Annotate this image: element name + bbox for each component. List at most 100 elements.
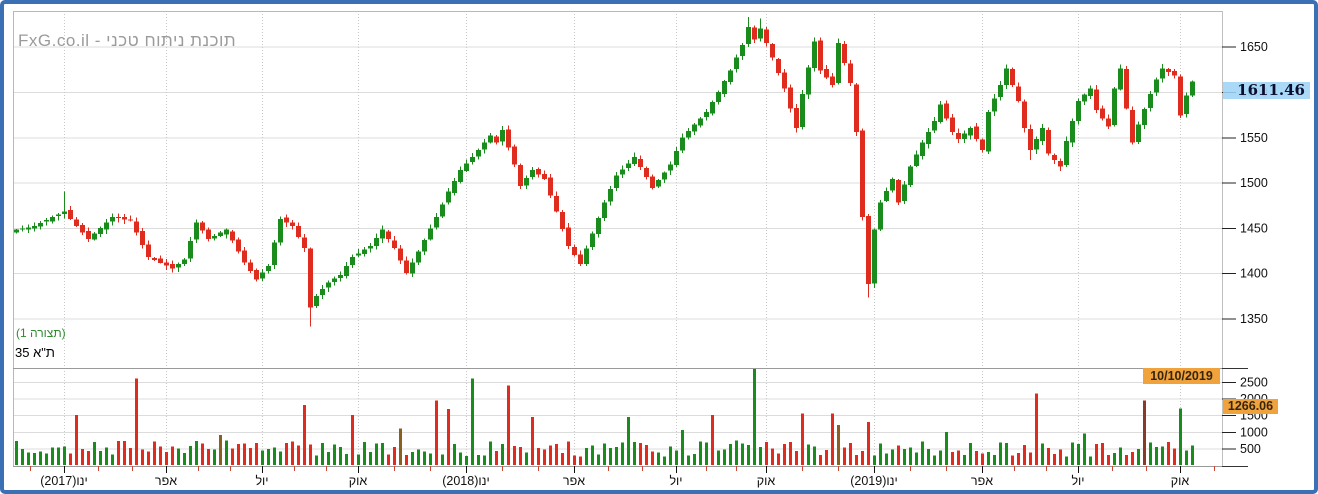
volume-bar bbox=[555, 444, 558, 465]
volume-bar bbox=[729, 444, 732, 465]
volume-bar bbox=[831, 413, 834, 465]
volume-bar bbox=[819, 455, 822, 465]
candle-body bbox=[656, 180, 661, 187]
volume-bar bbox=[225, 440, 228, 465]
candle-body bbox=[938, 104, 943, 122]
x-axis-label: אוק bbox=[349, 474, 368, 488]
volume-bar bbox=[855, 455, 858, 465]
volume-bar bbox=[639, 443, 642, 465]
candle-body bbox=[356, 253, 361, 256]
volume-bar bbox=[423, 451, 426, 465]
volume-bar bbox=[507, 385, 510, 465]
volume-bar bbox=[675, 450, 678, 465]
volume-bar bbox=[651, 451, 654, 465]
candle-body bbox=[368, 246, 373, 249]
candle-body bbox=[116, 216, 121, 219]
candle-body bbox=[602, 202, 607, 218]
volume-bar bbox=[735, 440, 738, 465]
volume-bar bbox=[177, 448, 180, 465]
volume-bar bbox=[105, 447, 108, 465]
candle-body bbox=[818, 40, 823, 71]
volume-bar bbox=[861, 450, 864, 465]
candle-body bbox=[440, 204, 445, 217]
candle-body bbox=[752, 27, 757, 40]
volume-bar bbox=[417, 449, 420, 465]
candle-body bbox=[446, 191, 451, 203]
instrument-label: ת"א 35 bbox=[15, 345, 55, 360]
volume-bar bbox=[255, 443, 258, 465]
candle-body bbox=[794, 108, 799, 129]
candle-body bbox=[866, 215, 871, 285]
volume-bar bbox=[141, 449, 144, 465]
volume-bar bbox=[63, 446, 66, 465]
volume-bar bbox=[585, 447, 588, 465]
candle-body bbox=[722, 81, 727, 94]
x-axis-label: אפר bbox=[563, 474, 585, 488]
candle-body bbox=[344, 265, 349, 276]
volume-bar bbox=[1125, 455, 1128, 465]
volume-bar bbox=[195, 441, 198, 465]
volume-bar bbox=[183, 453, 186, 465]
price-tick-label: 1500 bbox=[1240, 176, 1268, 190]
volume-bar bbox=[1083, 433, 1086, 465]
candle-body bbox=[434, 217, 439, 228]
volume-bar bbox=[315, 455, 318, 465]
candle-body bbox=[1058, 161, 1063, 167]
candle-body bbox=[476, 149, 481, 157]
candle-body bbox=[770, 43, 775, 58]
volume-bar bbox=[69, 453, 72, 465]
volume-bar bbox=[243, 443, 246, 465]
candle-body bbox=[578, 254, 583, 265]
candle-body bbox=[536, 168, 541, 175]
candle-body bbox=[584, 248, 589, 265]
candle-body bbox=[848, 63, 853, 83]
candle-wick bbox=[64, 191, 65, 219]
candle-body bbox=[260, 272, 265, 279]
volume-bar bbox=[399, 428, 402, 465]
candle-body bbox=[920, 142, 925, 157]
candle-body bbox=[1082, 94, 1087, 102]
volume-bar bbox=[465, 455, 468, 465]
volume-bar bbox=[873, 455, 876, 465]
candle-body bbox=[38, 223, 43, 227]
volume-bar bbox=[495, 450, 498, 465]
volume-bar bbox=[453, 443, 456, 465]
volume-bar bbox=[51, 447, 54, 465]
candle-body bbox=[698, 118, 703, 126]
candle-body bbox=[992, 98, 997, 112]
candle-body bbox=[206, 229, 211, 239]
volume-bar bbox=[795, 450, 798, 465]
candle-body bbox=[494, 136, 499, 143]
candle-body bbox=[14, 229, 19, 233]
volume-bar bbox=[645, 445, 648, 465]
volume-bar bbox=[789, 441, 792, 465]
candle-body bbox=[836, 43, 841, 84]
volume-bar bbox=[441, 454, 444, 465]
x-axis-label: אוק bbox=[1171, 474, 1190, 488]
candle-body bbox=[1100, 108, 1105, 119]
candle-body bbox=[1178, 76, 1183, 116]
x-axis-label: יול bbox=[1071, 474, 1084, 488]
volume-tick-label: 2500 bbox=[1240, 376, 1268, 390]
candle-body bbox=[1022, 101, 1027, 129]
candle-body bbox=[944, 103, 949, 119]
volume-bar bbox=[27, 452, 30, 465]
candle-body bbox=[680, 137, 685, 151]
volume-bar bbox=[1017, 452, 1020, 465]
volume-bar bbox=[759, 447, 762, 465]
candle-body bbox=[1160, 68, 1165, 79]
candle-body bbox=[26, 227, 31, 230]
volume-bar bbox=[1101, 442, 1104, 465]
volume-bar bbox=[687, 455, 690, 465]
candle-body bbox=[650, 176, 655, 189]
candle-body bbox=[296, 225, 301, 237]
x-axis-label: יול bbox=[669, 474, 682, 488]
candle-body bbox=[1076, 101, 1081, 122]
volume-bar bbox=[351, 415, 354, 465]
volume-bar bbox=[963, 454, 966, 465]
candle-body bbox=[290, 222, 295, 227]
candle-body bbox=[986, 111, 991, 152]
volume-bar bbox=[93, 441, 96, 465]
volume-bar bbox=[549, 445, 552, 465]
